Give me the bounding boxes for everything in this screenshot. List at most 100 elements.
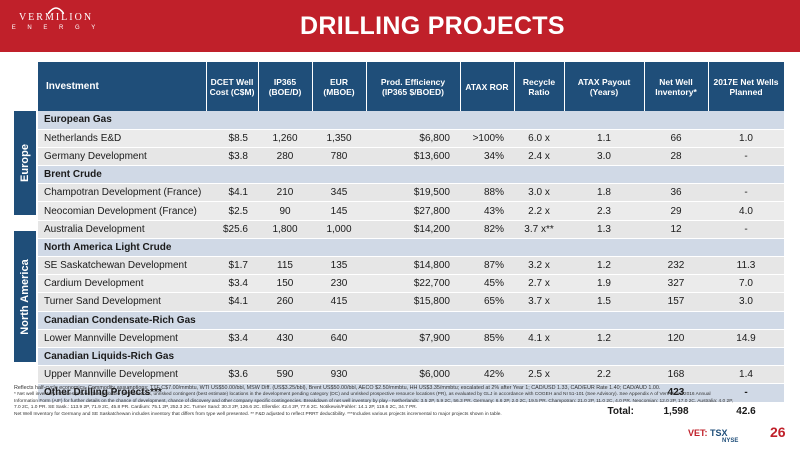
table-cell: [514, 383, 564, 403]
table-cell: $7,900: [366, 329, 460, 348]
table-row: Upper Mannville Development $3.6 590 930 $6,…: [38, 365, 784, 385]
table-row: Lower Mannville Development $3.4 430 640 $7,…: [38, 329, 784, 348]
category-row: North America Light Crude: [38, 238, 784, 258]
project-name: Turner Sand Development: [38, 292, 206, 312]
category-row: Brent Crude: [38, 165, 784, 185]
table-cell: 345: [312, 183, 366, 203]
column-header: IP365 (BOE/D): [258, 62, 313, 111]
table-cell: 2.7 x: [514, 274, 564, 294]
table-cell: $14,800: [366, 256, 460, 276]
table-cell: [312, 383, 366, 403]
project-name: Other Drilling Projects***: [38, 383, 206, 403]
table-cell: $3.4: [206, 329, 258, 348]
table-cell: -: [708, 220, 784, 239]
total-spacer: [38, 402, 564, 421]
table-cell: 157: [644, 292, 708, 312]
table-cell: $4.1: [206, 183, 258, 203]
table-cell: 210: [258, 183, 312, 203]
table-cell: 230: [312, 274, 366, 294]
header-bar: VERMILION E N E R G Y DRILLING PROJECTS: [0, 0, 800, 52]
table-cell: 415: [312, 292, 366, 312]
table-cell: 45%: [460, 274, 514, 294]
table-cell: 65%: [460, 292, 514, 312]
company-logo: VERMILION E N E R G Y: [8, 6, 104, 46]
table-cell: 232: [644, 256, 708, 276]
other-projects-row: Other Drilling Projects*** 423-: [38, 383, 784, 403]
project-name: Germany Development: [38, 147, 206, 167]
table-row: Germany Development $3.8 280 780 $13,600 34% 2…: [38, 147, 784, 167]
table-cell: -: [708, 383, 784, 403]
table-cell: 2.2 x: [514, 201, 564, 221]
table-cell: [460, 383, 514, 403]
table-cell: $27,800: [366, 201, 460, 221]
table-cell: $19,500: [366, 183, 460, 203]
table-cell: 3.7 x**: [514, 220, 564, 239]
project-name: Neocomian Development (France): [38, 201, 206, 221]
table-cell: $2.5: [206, 201, 258, 221]
table-cell: 2.2: [564, 365, 644, 385]
table-cell: $8.5: [206, 129, 258, 148]
table-cell: [366, 383, 460, 403]
table-row: Netherlands E&D $8.5 1,260 1,350 $6,800 >100%…: [38, 129, 784, 148]
total-inventory: 1,598: [644, 402, 708, 421]
category-row: European Gas: [38, 111, 784, 130]
table-cell: $6,800: [366, 129, 460, 148]
table-cell: 4.1 x: [514, 329, 564, 348]
table-cell: [206, 383, 258, 403]
table-cell: 1.3: [564, 220, 644, 239]
table-cell: 2.3: [564, 201, 644, 221]
table-cell: $15,800: [366, 292, 460, 312]
table-row: SE Saskatchewan Development $1.7 115 135 $14…: [38, 256, 784, 276]
table-cell: 930: [312, 365, 366, 385]
table-cell: $4.1: [206, 292, 258, 312]
table-cell: 1.2: [564, 329, 644, 348]
table-cell: 88%: [460, 183, 514, 203]
project-name: Netherlands E&D: [38, 129, 206, 148]
region-label-north-america: North America: [14, 231, 36, 362]
table-cell: 120: [644, 329, 708, 348]
column-header: Net Well Inventory*: [644, 62, 709, 111]
table-cell: 423: [644, 383, 708, 403]
total-planned: 42.6: [708, 402, 784, 421]
table-cell: 12: [644, 220, 708, 239]
table-cell: 1.8: [564, 183, 644, 203]
table-cell: 1.2: [564, 256, 644, 276]
table-cell: 7.0: [708, 274, 784, 294]
table-cell: 1.5: [564, 292, 644, 312]
table-cell: -: [708, 147, 784, 167]
table-cell: $1.7: [206, 256, 258, 276]
table-cell: 430: [258, 329, 312, 348]
table-cell: 150: [258, 274, 312, 294]
table-cell: $3.6: [206, 365, 258, 385]
table-cell: 780: [312, 147, 366, 167]
table-cell: [564, 383, 644, 403]
table-row: Australia Development $25.6 1,800 1,000 $14,…: [38, 220, 784, 239]
table-cell: $25.6: [206, 220, 258, 239]
category-label: European Gas: [38, 111, 784, 130]
table-cell: 42%: [460, 365, 514, 385]
table-cell: 1.9: [564, 274, 644, 294]
table-cell: 90: [258, 201, 312, 221]
project-name: SE Saskatchewan Development: [38, 256, 206, 276]
table-cell: 3.0: [708, 292, 784, 312]
category-label: North America Light Crude: [38, 238, 784, 258]
table-cell: 1.4: [708, 365, 784, 385]
logo-name: VERMILION: [18, 12, 94, 23]
table-cell: 135: [312, 256, 366, 276]
table-cell: 36: [644, 183, 708, 203]
table-cell: 29: [644, 201, 708, 221]
project-name: Upper Mannville Development: [38, 365, 206, 385]
table-cell: 145: [312, 201, 366, 221]
table-cell: 3.0: [564, 147, 644, 167]
table-cell: 4.0: [708, 201, 784, 221]
nyse-label: NYSE: [722, 438, 739, 444]
project-name: Cardium Development: [38, 274, 206, 294]
table-cell: $13,600: [366, 147, 460, 167]
category-row: Canadian Liquids-Rich Gas: [38, 347, 784, 367]
footnote: Reflects half-cycle economics. Commodity…: [14, 385, 661, 391]
project-name: Champotran Development (France): [38, 183, 206, 203]
table-cell: >100%: [460, 129, 514, 148]
table-cell: 115: [258, 256, 312, 276]
table-cell: 280: [258, 147, 312, 167]
table-row: Champotran Development (France) $4.1 210 34…: [38, 183, 784, 203]
